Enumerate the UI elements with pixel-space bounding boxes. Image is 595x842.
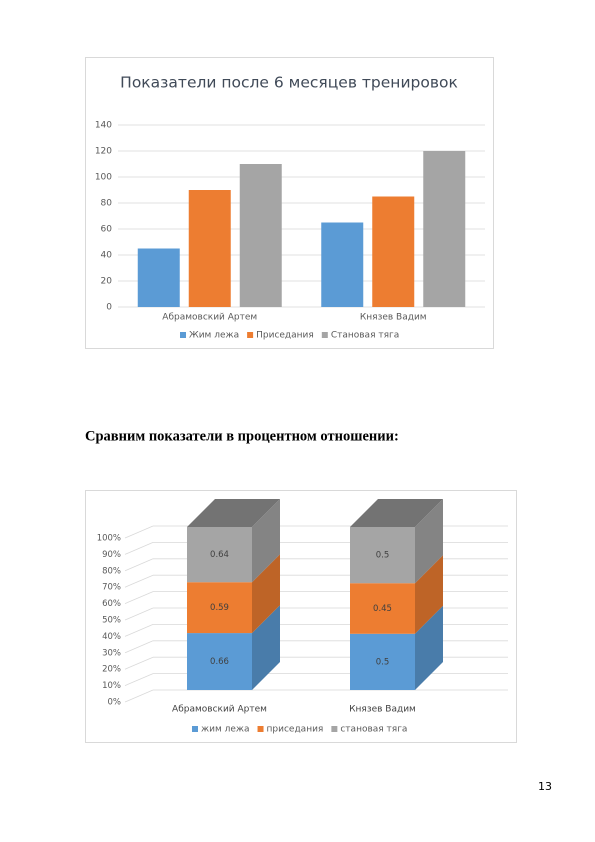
legend-swatch [192, 726, 198, 732]
y-tick-label: 100 [95, 173, 112, 183]
page-number: 13 [538, 780, 552, 793]
y-tick-label: 40% [102, 632, 121, 642]
y-tick-label: 140 [95, 121, 112, 131]
bar-segment [350, 527, 415, 584]
grid-line [124, 689, 154, 703]
legend-swatch [247, 332, 254, 338]
data-label: 0.66 [210, 657, 229, 667]
y-tick-label: 80 [101, 199, 113, 209]
bar [372, 196, 415, 307]
x-tick-label: Абрамовский Артем [172, 705, 267, 715]
grid-line [124, 640, 154, 654]
bar-segment [350, 633, 415, 690]
legend-label: жим лежа [201, 725, 250, 735]
bar [239, 164, 282, 307]
data-label: 0.64 [210, 550, 229, 560]
y-tick-label: 30% [102, 648, 121, 658]
bar-top [187, 499, 280, 527]
grid-line [124, 542, 154, 555]
grid-line [124, 591, 154, 604]
bar [137, 248, 180, 307]
bar [423, 151, 466, 307]
bar-side [252, 554, 280, 634]
legend-label: Становая тяга [331, 331, 399, 341]
bar-side [252, 605, 280, 690]
legend-label: становая тяга [340, 725, 407, 735]
bar-segment [187, 527, 252, 583]
data-label: 0.5 [376, 551, 390, 561]
y-tick-label: 0 [106, 303, 112, 313]
bar-top [350, 499, 443, 527]
legend-label: Приседания [256, 331, 314, 341]
y-tick-label: 10% [102, 681, 121, 691]
grid-line [124, 558, 154, 572]
grid-line [124, 656, 154, 670]
y-tick-label: 80% [102, 566, 121, 576]
bar-side [252, 499, 280, 583]
chart-frame [85, 490, 517, 743]
legend-swatch [180, 332, 186, 338]
bar-side [415, 555, 443, 634]
y-tick-label: 20 [101, 277, 113, 287]
legend-swatch [321, 332, 328, 338]
y-tick-label: 60 [101, 225, 113, 235]
grid-line [124, 525, 154, 539]
grid-line [124, 673, 154, 686]
chart-title: Показатели после 6 месяцев тренировок [120, 74, 458, 92]
x-tick-label: Князев Вадим [349, 705, 416, 715]
x-tick-label: Князев Вадим [360, 313, 427, 323]
heading: Сравним показатели в процентном отношени… [85, 428, 399, 444]
y-tick-label: 0% [108, 698, 122, 708]
y-tick-label: 20% [102, 665, 121, 675]
bar-segment [350, 583, 415, 634]
y-tick-label: 100% [97, 534, 121, 544]
legend-label: Жим лежа [189, 331, 239, 341]
legend-swatch [257, 726, 264, 732]
data-label: 0.5 [376, 657, 390, 667]
bar [188, 190, 231, 307]
y-tick-label: 70% [102, 583, 121, 593]
bar [321, 222, 364, 307]
bar-segment [187, 633, 252, 690]
y-tick-label: 60% [102, 599, 121, 609]
y-tick-label: 90% [102, 550, 121, 560]
grid-line [124, 574, 154, 588]
data-label: 0.45 [373, 604, 392, 614]
data-label: 0.59 [210, 603, 229, 613]
grid-line [124, 624, 154, 637]
x-tick-label: Абрамовский Артем [162, 313, 257, 323]
legend-swatch [331, 726, 338, 732]
bar-side [415, 499, 443, 584]
grid-line [124, 607, 154, 621]
y-tick-label: 40 [101, 251, 113, 261]
y-tick-label: 120 [95, 147, 112, 157]
y-tick-label: 50% [102, 616, 121, 626]
legend-label: приседания [267, 725, 324, 735]
bar-segment [187, 582, 252, 634]
bar-side [415, 605, 443, 690]
